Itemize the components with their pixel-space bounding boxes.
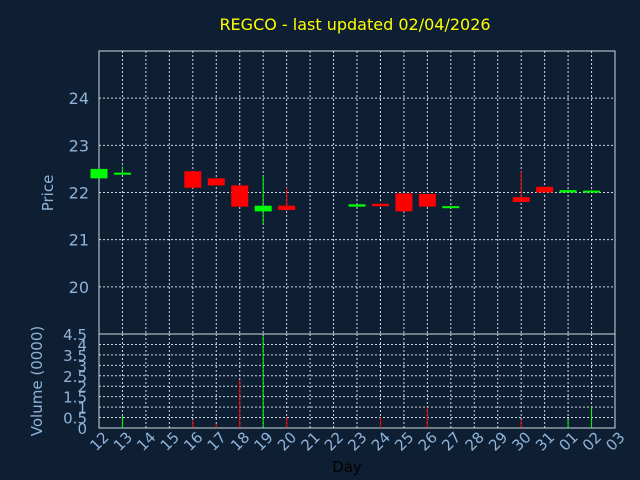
candle [254,175,272,224]
candle-body [559,190,577,193]
candle-body [395,193,413,212]
volume-tick-label: 1.5 [63,389,87,407]
candle [559,189,577,193]
candle-body [184,171,202,188]
volume-tick-label: 0.5 [63,410,87,428]
candle-body [278,205,296,210]
price-axis-label: Price [39,175,57,212]
candle-body [442,206,460,209]
volume-tick-label: 3.5 [63,347,87,365]
candle [348,204,366,207]
volume-tick-label: 0 [77,420,87,438]
price-panel: 20 21 22 23 24 [69,50,616,335]
candle-body [231,185,249,207]
candle [207,178,225,186]
candle [231,185,249,207]
volume-tick-label: 4.5 [63,326,87,344]
candle-body [418,193,436,207]
candle [113,166,131,175]
volume-axis-label: Volume (0000) [28,326,46,436]
price-tick-label: 24 [69,89,89,108]
volume-tick-label: 3 [77,357,87,375]
candle-body [207,178,225,186]
volume-tick-label: 2 [77,378,87,396]
price-tick-label: 20 [69,278,89,297]
candle-body [254,205,272,212]
x-axis: 1213141516171819202122232425262728293031… [86,428,628,454]
candle [278,187,296,211]
candle-body [583,190,601,193]
candle-body [512,197,530,202]
volume-tick-label: 2.5 [63,368,87,386]
volume-tick-label: 4 [77,336,87,354]
candle-body [348,204,366,207]
volume-frame [98,333,616,429]
volume-panel: 00.511.522.533.544.5 [63,326,616,438]
candle [536,186,554,193]
candle [90,168,108,179]
candle [418,193,436,207]
candle [184,171,202,188]
price-tick-label: 21 [69,231,89,250]
price-tick-label: 22 [69,184,89,203]
x-axis-label: Day [332,458,362,476]
candle-body [90,168,108,179]
price-tick-label: 23 [69,136,89,155]
chart-title: REGCO - last updated 02/04/2026 [219,15,490,34]
candle [512,171,530,202]
candle-body [113,172,131,175]
candle-body [536,186,554,193]
candle [371,202,389,207]
candle [442,205,460,209]
candle [583,190,601,193]
candle-body [371,203,389,207]
volume-tick-label: 1 [77,399,87,417]
candle [395,193,413,212]
